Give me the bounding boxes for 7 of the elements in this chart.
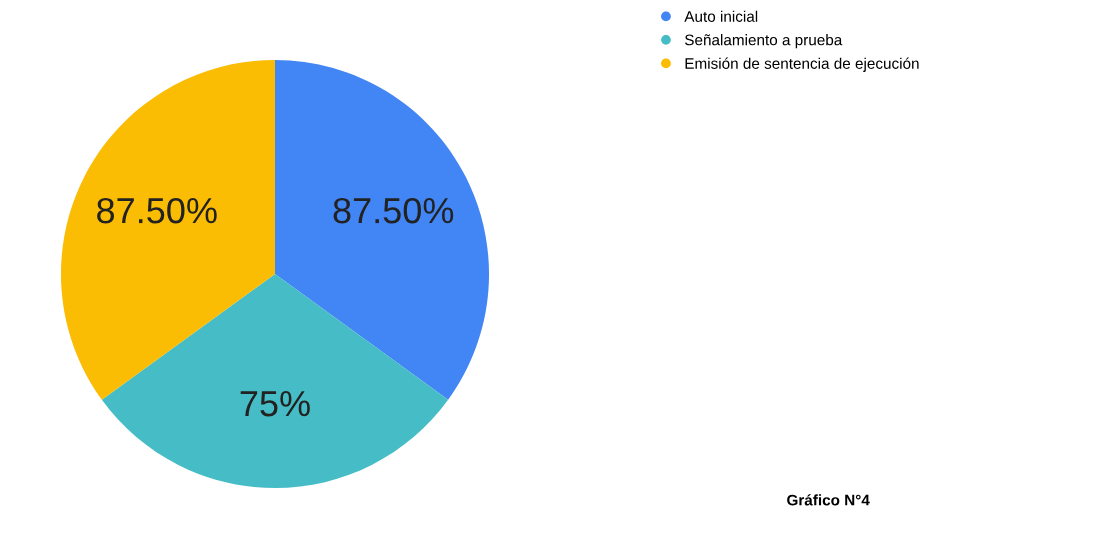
data-label: 87.50%: [97, 197, 217, 224]
data-label: 75%: [240, 390, 310, 417]
legend-label: Auto inicial: [684, 10, 758, 22]
text: Gráfico N°4: [787, 494, 870, 506]
legend-label: Emisión de sentencia de ejecución: [685, 57, 919, 72]
legend-label: Señalamiento a prueba: [684, 34, 843, 49]
data-label: 87.50%: [333, 197, 454, 224]
